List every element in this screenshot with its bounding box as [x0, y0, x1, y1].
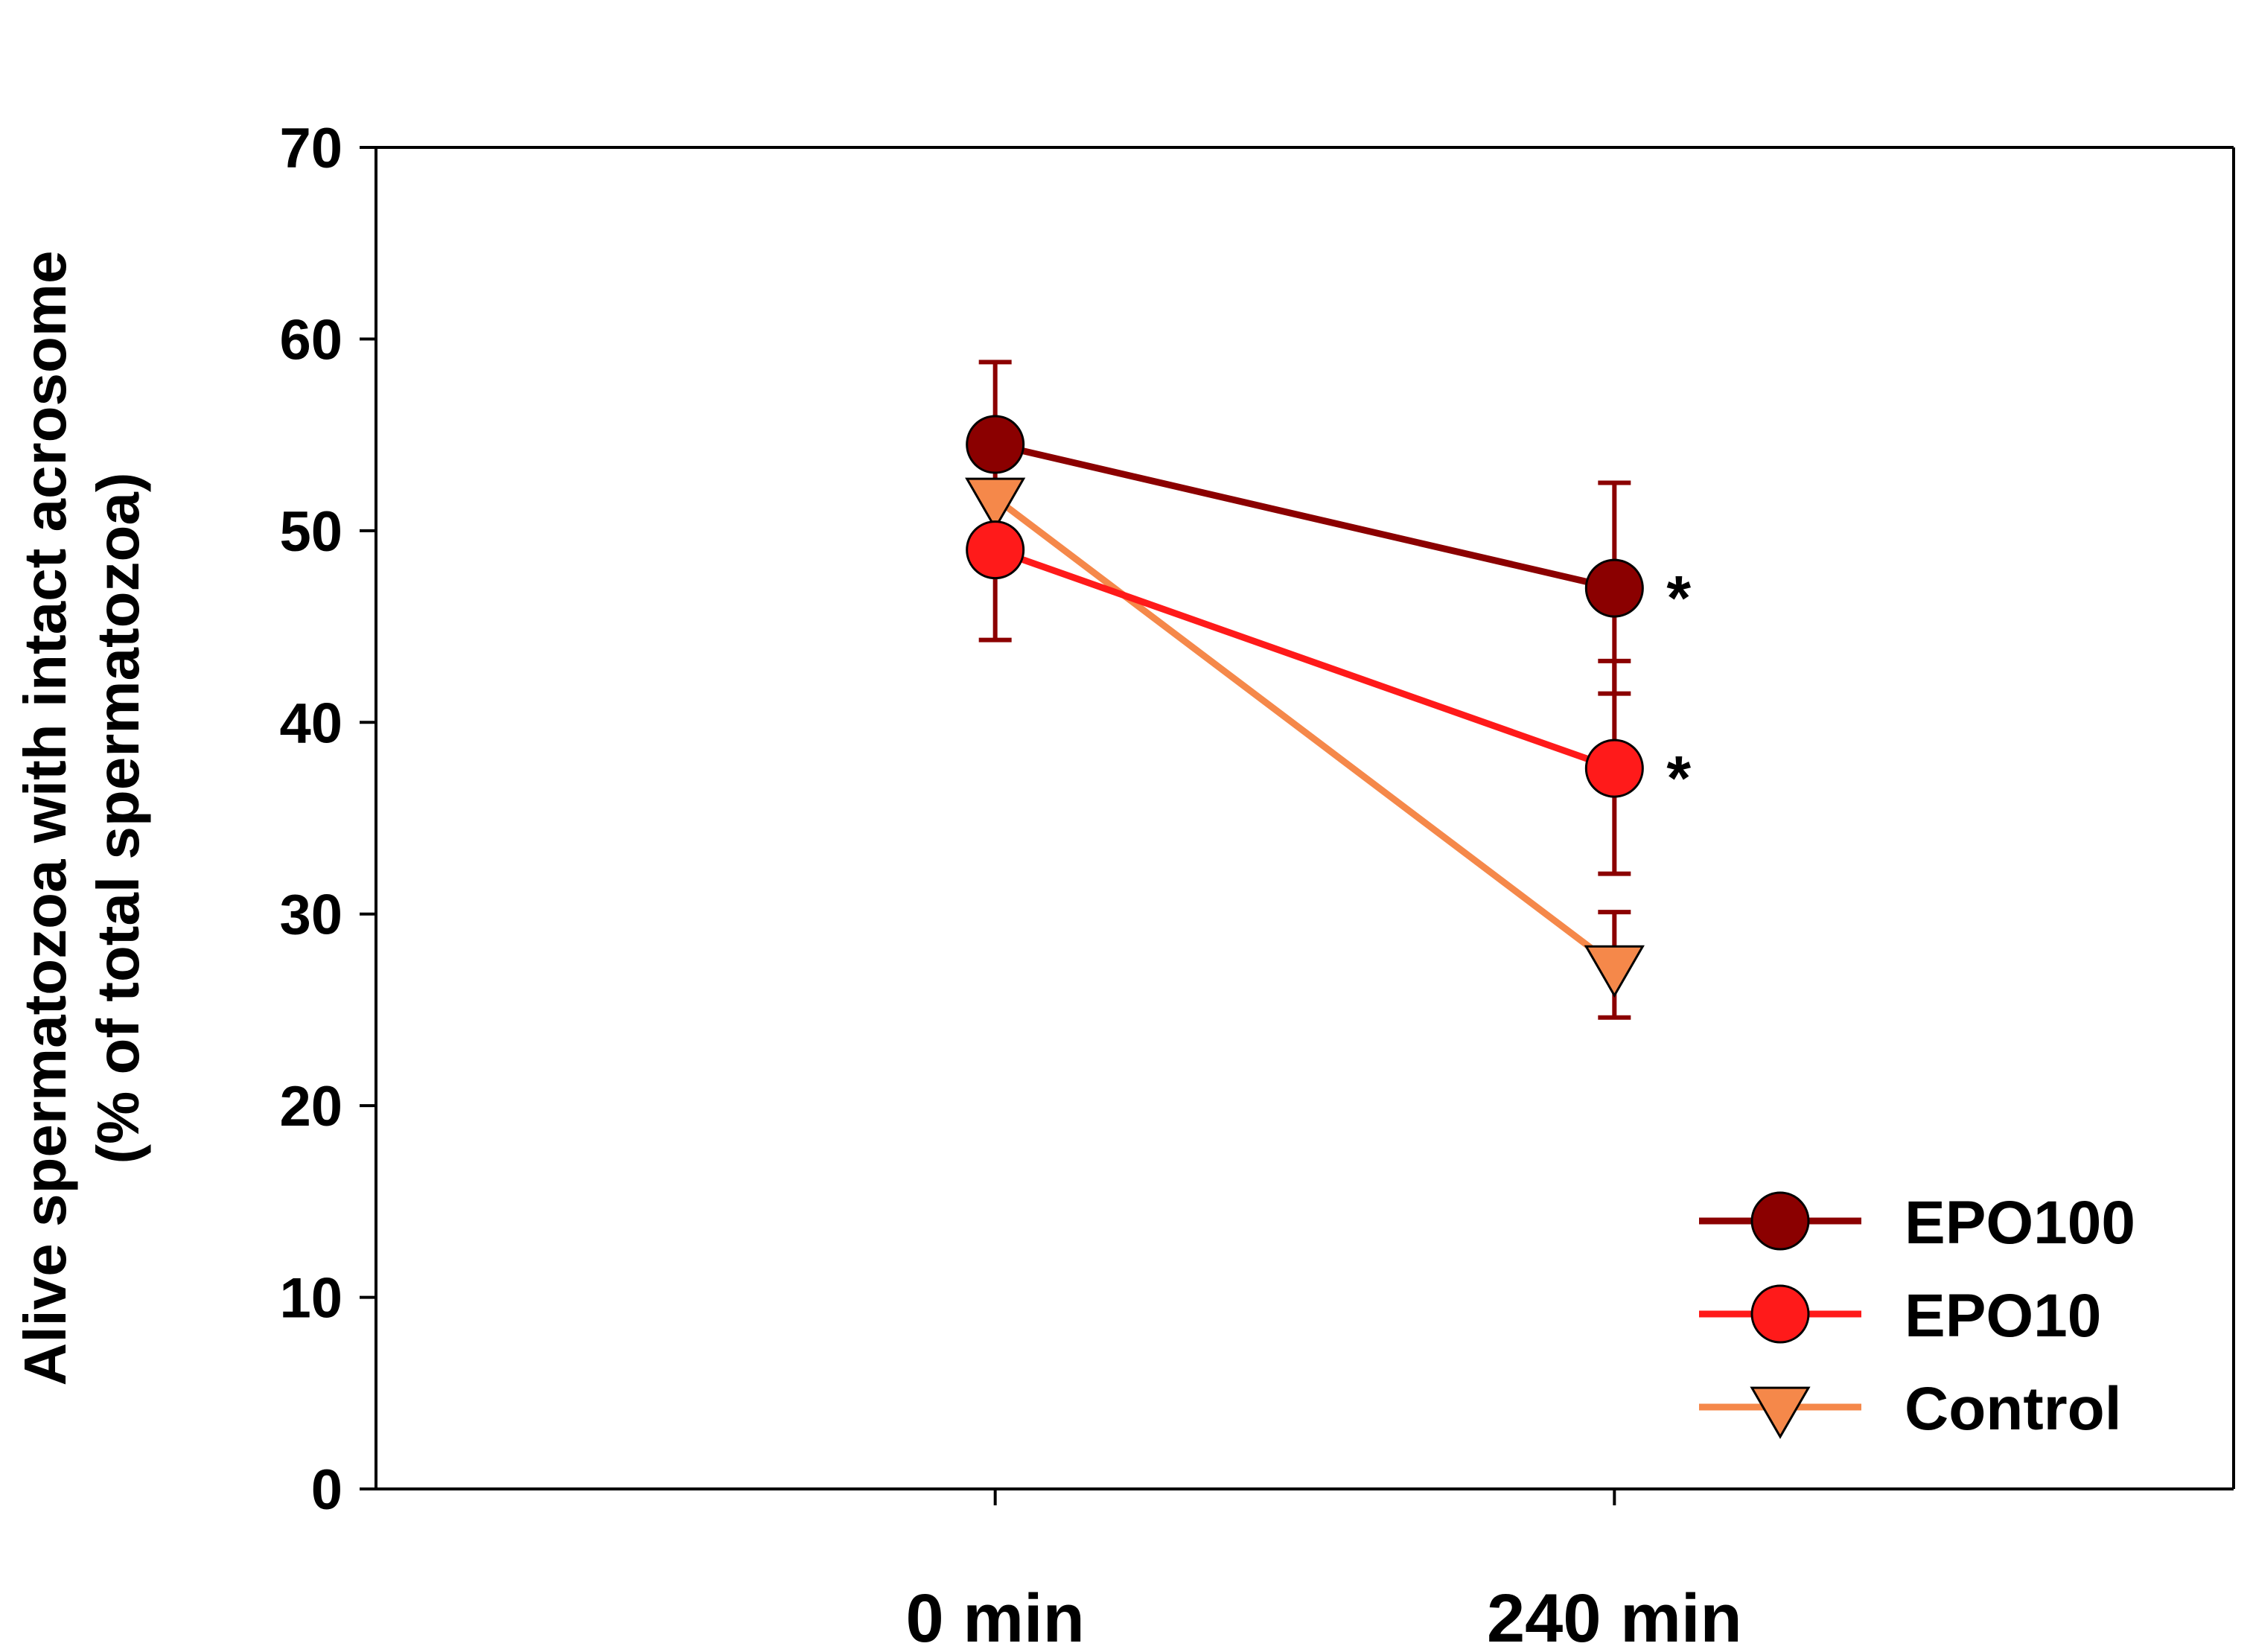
- data-point: [966, 520, 1025, 580]
- legend-item-epo10: EPO10: [1699, 1282, 2101, 1350]
- series-epo10-line: [994, 546, 1616, 772]
- series-line: [994, 441, 1616, 592]
- x-axis-ticks: 0 min 240 min: [906, 1489, 1742, 1652]
- x-tick-label: 0 min: [906, 1581, 1085, 1652]
- y-tick-label: 60: [279, 308, 342, 371]
- axes: [375, 146, 2235, 1490]
- y-axis-label: Alive spermatozoa with intact acrosome: [12, 251, 78, 1386]
- data-point: [1584, 739, 1644, 798]
- data-point: [966, 415, 1025, 474]
- series-epo100-points: *: [966, 415, 1691, 633]
- data-point: [1584, 558, 1644, 618]
- legend-label: EPO100: [1905, 1189, 2135, 1257]
- y-axis-label-secondary: (% of total spermatozoa): [85, 473, 151, 1164]
- series-epo100-line: [994, 441, 1616, 592]
- legend: EPO100 EPO10 Control: [1699, 1189, 2135, 1443]
- significance-marker: *: [1666, 743, 1691, 813]
- y-tick-label: 20: [279, 1075, 342, 1138]
- y-tick-label: 50: [279, 500, 342, 564]
- data-point: [1584, 945, 1645, 998]
- data-point: [965, 477, 1026, 530]
- y-tick-label: 40: [279, 692, 342, 755]
- series-epo10-points: *: [966, 520, 1691, 813]
- legend-label: Control: [1905, 1375, 2121, 1443]
- y-tick-label: 0: [311, 1458, 342, 1522]
- y-tick-label: 30: [279, 884, 342, 947]
- y-tick-label: 10: [279, 1267, 342, 1330]
- series-control-line: [992, 495, 1617, 969]
- legend-label: EPO10: [1905, 1282, 2101, 1350]
- legend-marker: [1750, 1191, 1810, 1251]
- significance-marker: *: [1666, 563, 1691, 633]
- legend-marker: [1750, 1284, 1810, 1344]
- series-control-points: [965, 477, 1645, 998]
- series-layer: **: [965, 360, 1691, 1020]
- legend-item-control: Control: [1699, 1375, 2121, 1443]
- y-axis-ticks: 0 10 20 30 40 50 60 70: [279, 117, 376, 1522]
- series-line: [992, 495, 1617, 969]
- series-epo100: [978, 360, 1631, 696]
- x-tick-label: 240 min: [1487, 1581, 1742, 1652]
- legend-marker: [1750, 1386, 1811, 1439]
- series-line: [994, 546, 1616, 772]
- y-tick-label: 70: [279, 117, 342, 180]
- legend-item-epo100: EPO100: [1699, 1189, 2135, 1257]
